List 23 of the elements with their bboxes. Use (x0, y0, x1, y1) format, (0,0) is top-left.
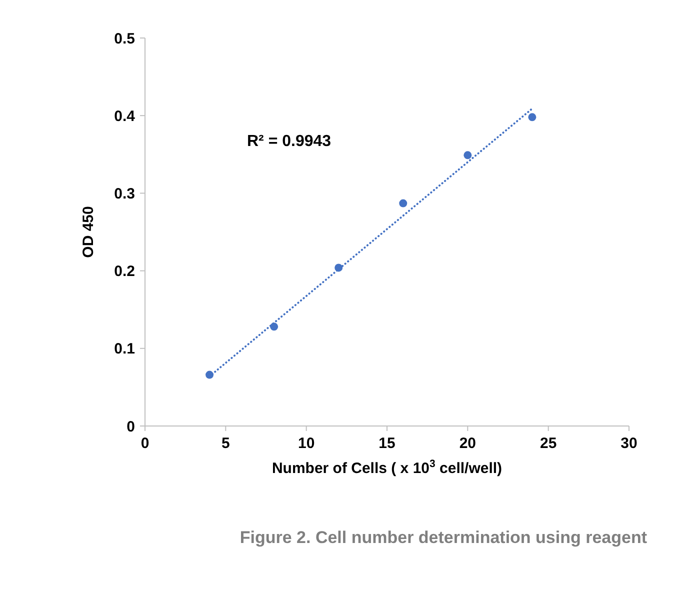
x-tick-label: 5 (221, 435, 230, 452)
point (206, 370, 214, 379)
x-tick-label: 30 (620, 435, 638, 452)
point (464, 151, 472, 160)
y-tick-label: 0.2 (114, 263, 135, 280)
y-tick-label: 0 (126, 418, 135, 436)
x-tick-label: 10 (298, 435, 315, 452)
point (270, 322, 278, 331)
y-tick-label: 0.3 (114, 185, 135, 202)
x-tick-label: 20 (459, 435, 476, 452)
x-tick-label: 0 (140, 435, 150, 452)
y-tick-label: 0.4 (114, 108, 136, 125)
x-tick-label: 15 (378, 435, 396, 452)
y-axis-title: OD 450 (80, 206, 97, 258)
point (399, 199, 408, 208)
point (334, 264, 343, 272)
x-tick-label: 25 (540, 435, 557, 452)
point (528, 113, 536, 122)
y-tick-label: 0.1 (114, 340, 135, 358)
x-axis-title: Number of Cells ( x 10$^{3}$ cell/well) (272, 458, 502, 477)
y-tick-label: 0.5 (114, 30, 135, 48)
caption: Figure 2. Cell number determination using reagent (240, 528, 648, 547)
annotation: R² = 0.9943 (247, 133, 332, 150)
